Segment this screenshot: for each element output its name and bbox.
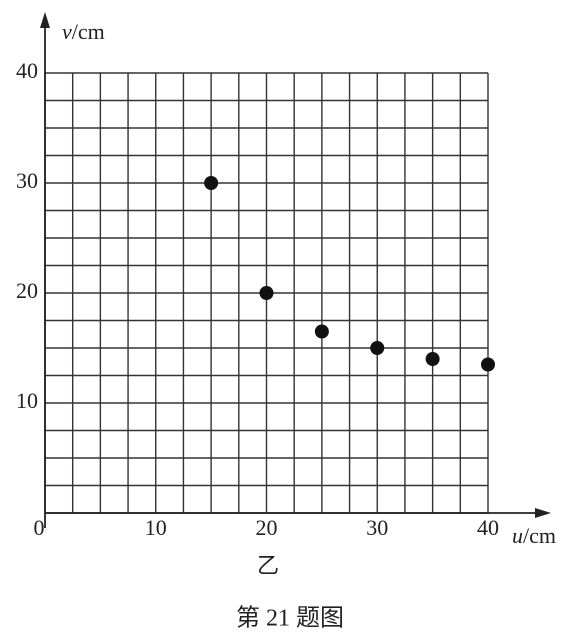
caption: 乙	[257, 553, 279, 578]
y-axis-label: v/cm	[62, 19, 105, 44]
figure-title: 第 21 题图	[236, 605, 344, 632]
x-tick-label: 10	[145, 515, 167, 540]
data-point	[314, 324, 329, 339]
y-tick-label: 30	[16, 168, 38, 193]
data-point	[259, 286, 274, 300]
y-axis-unit: /cm	[72, 19, 105, 44]
data-point	[425, 352, 440, 366]
y-tick-label: 20	[16, 278, 38, 303]
y-axis-var: v	[62, 19, 72, 44]
x-tick-label: 20	[256, 515, 278, 540]
data-point	[204, 176, 219, 190]
x-tick-label: 0	[34, 515, 45, 540]
x-tick-label: 40	[477, 515, 499, 540]
y-tick-label: 10	[16, 388, 38, 413]
x-tick-label: 30	[366, 515, 388, 540]
x-axis-label: u/cm	[512, 523, 556, 548]
y-arrow	[40, 12, 50, 28]
x-arrow	[535, 508, 551, 518]
data-point	[370, 341, 385, 355]
y-tick-label: 40	[16, 58, 38, 83]
x-axis-var: u	[512, 523, 523, 548]
data-point	[481, 357, 495, 372]
x-axis-unit: /cm	[523, 523, 556, 548]
